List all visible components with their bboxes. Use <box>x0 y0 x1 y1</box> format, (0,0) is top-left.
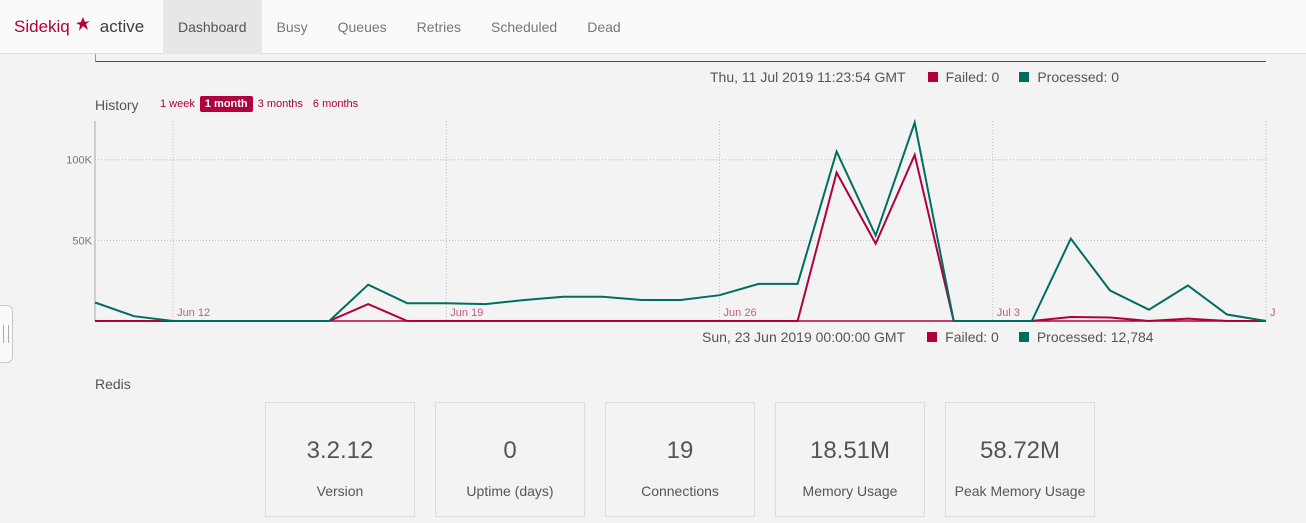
sidekiq-logo-icon <box>74 15 92 38</box>
stat-label: Uptime (days) <box>466 483 554 499</box>
stat-version: 3.2.12 Version <box>265 402 415 517</box>
history-title: History <box>95 97 139 113</box>
history-range-links: 1 week 1 month 3 months 6 months <box>155 96 363 112</box>
stat-peak-memory-usage: 58.72M Peak Memory Usage <box>945 402 1095 517</box>
stat-value: 0 <box>503 437 517 464</box>
brand[interactable]: Sidekiq active <box>0 0 163 54</box>
realtime-legend-processed: Processed: 0 <box>1019 69 1119 85</box>
x-tick-label: Jul 10 <box>1270 307 1275 319</box>
realtime-chart <box>95 54 1266 62</box>
grip-icon <box>3 325 9 343</box>
series-line-failed <box>95 151 1266 323</box>
series-line-processed <box>94 118 1267 322</box>
navbar: Sidekiq active Dashboard Busy Queues Ret… <box>0 0 1306 54</box>
realtime-failed-label: Failed: 0 <box>945 69 1000 85</box>
history-processed-label: Processed: 12,784 <box>1036 329 1154 345</box>
stat-value: 18.51M <box>809 437 891 464</box>
history-legend-processed: Processed: 12,784 <box>1018 329 1154 345</box>
nav-queues[interactable]: Queues <box>337 18 387 35</box>
stat-label: Version <box>316 483 364 499</box>
x-tick-label: Jun 12 <box>177 307 210 319</box>
history-legend-failed: Failed: 0 <box>927 329 999 345</box>
realtime-legend: Thu, 11 Jul 2019 11:23:54 GMT Failed: 0 … <box>710 68 1139 86</box>
y-tick-label: 50K <box>72 235 92 247</box>
processed-swatch <box>1019 72 1030 82</box>
range-1-week[interactable]: 1 week <box>160 98 195 110</box>
nav-dead[interactable]: Dead <box>587 18 621 35</box>
status-indicator: active <box>99 16 145 36</box>
stat-label: Memory Usage <box>802 483 898 499</box>
failed-swatch <box>927 332 938 342</box>
stat-connections: 19 Connections <box>605 402 755 517</box>
stat-value: 58.72M <box>979 437 1061 464</box>
realtime-legend-failed: Failed: 0 <box>927 69 1000 85</box>
range-3-months[interactable]: 3 months <box>257 98 303 110</box>
redis-title: Redis <box>95 376 131 392</box>
failed-swatch <box>927 72 938 82</box>
history-chart: 100K 50K Jun 12 Jun 19 Jun 26 Jul 3 Jul 10 <box>66 118 1275 323</box>
stat-memory-usage: 18.51M Memory Usage <box>775 402 925 517</box>
nav-scheduled[interactable]: Scheduled <box>491 18 558 35</box>
realtime-legend-date: Thu, 11 Jul 2019 11:23:54 GMT <box>710 69 906 85</box>
stat-label: Connections <box>641 483 719 499</box>
stat-value: 3.2.12 <box>306 437 374 464</box>
brand-name: Sidekiq <box>14 16 70 36</box>
x-tick-label: Jun 26 <box>724 307 757 319</box>
processed-swatch <box>1018 332 1029 342</box>
main-nav: Dashboard Busy Queues Retries Scheduled … <box>163 0 636 54</box>
nav-retries[interactable]: Retries <box>416 18 462 35</box>
range-6-months[interactable]: 6 months <box>312 98 359 110</box>
nav-busy[interactable]: Busy <box>276 18 308 35</box>
realtime-processed-label: Processed: 0 <box>1037 69 1120 85</box>
nav-dashboard[interactable]: Dashboard <box>163 0 262 54</box>
stat-uptime: 0 Uptime (days) <box>435 402 585 517</box>
history-legend-date: Sun, 23 Jun 2019 00:00:00 GMT <box>702 329 906 345</box>
y-tick-label: 100K <box>66 155 92 167</box>
drawer-handle[interactable] <box>0 305 13 363</box>
x-tick-label: Jul 3 <box>997 307 1020 319</box>
history-failed-label: Failed: 0 <box>945 329 999 345</box>
stat-label: Peak Memory Usage <box>954 483 1086 499</box>
x-tick-label: Jun 19 <box>450 307 483 319</box>
history-legend: Sun, 23 Jun 2019 00:00:00 GMT Failed: 0 … <box>702 328 1174 346</box>
redis-stats: 3.2.12 Version 0 Uptime (days) 19 Connec… <box>265 402 1115 517</box>
stat-value: 19 <box>666 437 694 464</box>
range-1-month[interactable]: 1 month <box>199 96 253 112</box>
